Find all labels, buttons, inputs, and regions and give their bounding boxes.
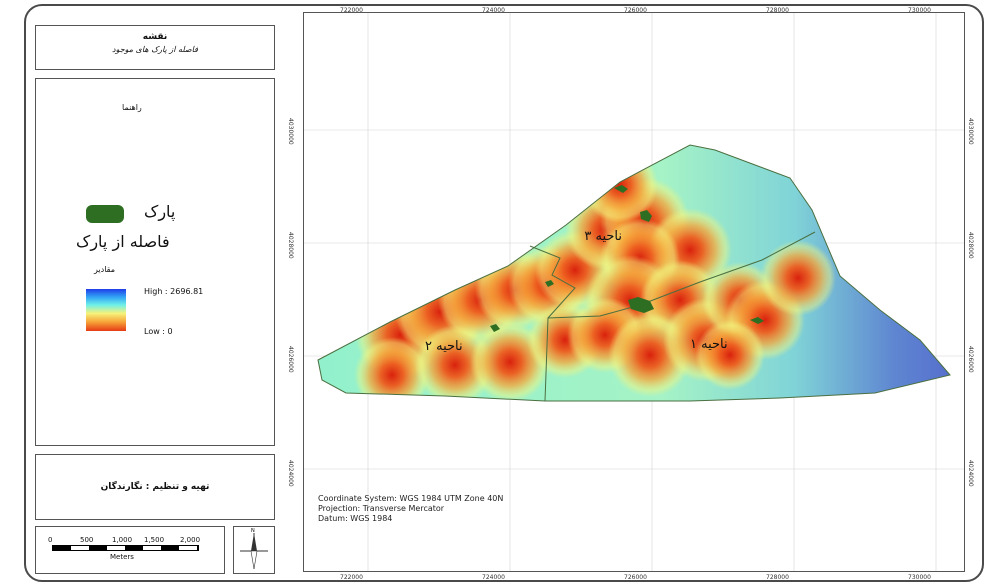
coord-bottom: 730000 [908,574,931,581]
coord-top: 728000 [766,7,789,14]
north-arrow-box: N [233,526,275,574]
distance-raster [318,145,950,401]
coord-right: 4028000 [967,232,974,259]
coordinate-system-note: Coordinate System: WGS 1984 UTM Zone 40N… [318,494,503,524]
coord-top: 726000 [624,7,647,14]
park-label: پارک [144,202,176,221]
park-swatch [86,205,124,223]
coord-top: 730000 [908,7,931,14]
district-label-3: ناحیه ۳ [584,229,622,244]
coord-bottom: 726000 [624,574,647,581]
coord-right: 4026000 [967,346,974,373]
north-arrow-icon: N [240,528,268,570]
ramp-low-label: Low : 0 [144,327,173,336]
author-text: تهیه و تنظیم : نگارندگان [100,482,210,492]
district-label-1: ناحیه ۱ [690,337,728,352]
scale-tick: 0 [48,536,53,544]
scale-bar [52,545,199,551]
coord-left: 4028000 [287,232,294,259]
author-box: تهیه و تنظیم : نگارندگان [35,454,275,520]
scale-tick: 500 [80,536,94,544]
legend-heading: راهنما [122,103,142,112]
values-label: مقادیر [94,265,115,274]
legend-box [35,78,275,446]
datum-line: Datum: WGS 1984 [318,514,393,523]
coord-left: 4026000 [287,346,294,373]
coord-right: 4030000 [967,118,974,145]
svg-text:N: N [251,528,255,534]
district-boundaries [317,144,951,402]
crs-line: Coordinate System: WGS 1984 UTM Zone 40N [318,494,504,503]
coord-left: 4030000 [287,118,294,145]
park-polygons [490,185,764,332]
map-title: نقشه [142,32,168,42]
scale-units: Meters [110,553,134,561]
coord-left: 4024000 [287,460,294,487]
scale-tick: 1,500 [144,536,165,544]
coord-bottom: 722000 [340,574,363,581]
coord-right: 4024000 [967,460,974,487]
coord-bottom: 728000 [766,574,789,581]
coord-top: 722000 [340,7,363,14]
scale-tick: 1,000 [112,536,133,544]
ramp-high-label: High : 2696.81 [144,287,204,296]
scale-tick: 2,000 [180,536,201,544]
map-subtitle: فاصله از پارک های موجود [112,45,198,54]
coord-bottom: 724000 [482,574,505,581]
color-ramp [86,289,126,331]
title-box: نقشه فاصله از پارک های موجود [35,25,275,70]
coord-top: 724000 [482,7,505,14]
projection-line: Projection: Transverse Mercator [318,504,445,513]
district-label-2: ناحیه ۲ [425,339,463,354]
distance-label: فاصله از پارک [76,232,170,251]
